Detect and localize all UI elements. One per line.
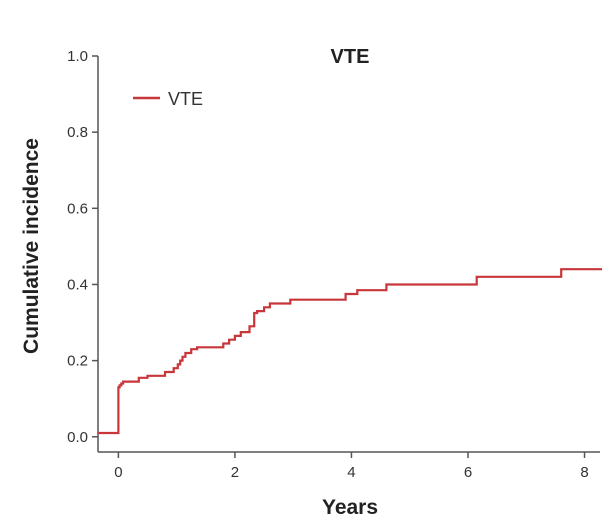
x-axis-title: Years — [322, 496, 378, 519]
x-tick-label: 0 — [114, 464, 122, 481]
y-tick-label: 0.8 — [67, 124, 88, 141]
y-tick-label: 0.0 — [67, 429, 88, 446]
legend-label-vte: VTE — [168, 89, 203, 109]
chart-title: VTE — [331, 46, 370, 68]
y-tick-label: 1.0 — [67, 48, 88, 65]
y-tick-label: 0.2 — [67, 353, 88, 370]
x-ticks: 0 2 4 6 8 — [114, 452, 589, 481]
series-line-vte — [98, 268, 602, 435]
x-tick-label: 6 — [464, 464, 472, 481]
x-tick-label: 2 — [231, 464, 239, 481]
x-tick-label: 8 — [580, 464, 588, 481]
y-tick-label: 0.4 — [67, 276, 88, 293]
y-tick-label: 0.6 — [67, 200, 88, 217]
legend: VTE — [133, 89, 203, 109]
y-ticks: 0.0 0.2 0.4 0.6 0.8 1.0 — [67, 48, 98, 446]
series-layer — [98, 268, 602, 435]
y-axis-title: Cumulative incidence — [20, 138, 43, 354]
x-tick-label: 4 — [347, 464, 355, 481]
